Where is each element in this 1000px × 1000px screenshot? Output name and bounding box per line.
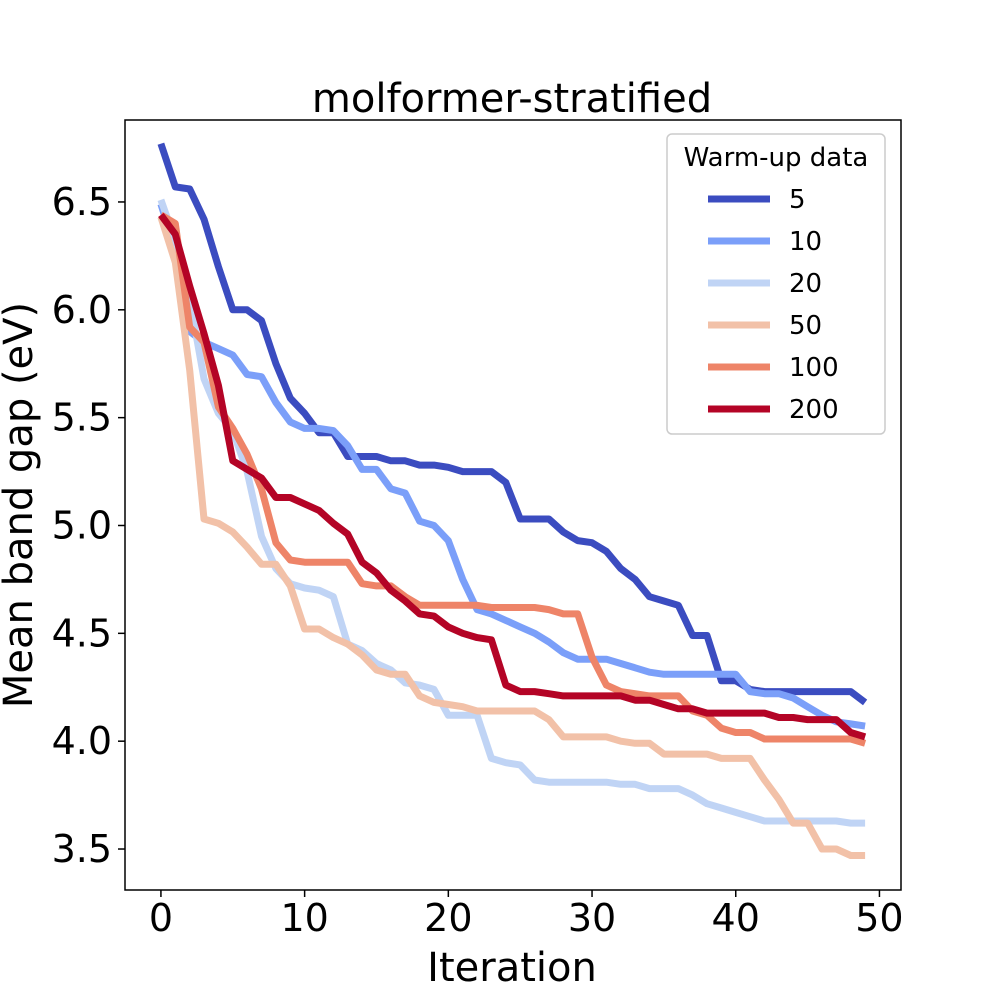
legend-label-10: 10 <box>789 227 822 257</box>
y-tick-label: 6.0 <box>52 288 112 332</box>
x-tick-label: 40 <box>712 896 760 940</box>
legend-label-20: 20 <box>789 269 822 299</box>
legend-label-100: 100 <box>789 353 839 383</box>
y-tick-label: 6.5 <box>52 180 112 224</box>
plot-area <box>124 119 902 891</box>
x-tick-label: 50 <box>855 896 903 940</box>
x-axis-ticks: 0 10 20 30 40 50 <box>149 890 904 940</box>
legend-frame <box>666 133 886 435</box>
plot-frame <box>124 119 902 891</box>
x-tick-label: 20 <box>424 896 472 940</box>
legend-label-5: 5 <box>789 185 806 215</box>
y-tick-label: 4.0 <box>52 719 112 763</box>
y-tick-label: 3.5 <box>52 827 112 871</box>
x-tick-label: 0 <box>149 896 173 940</box>
legend-label-200: 200 <box>789 395 839 425</box>
series-line-200 <box>158 212 867 741</box>
legend-title: Warm-up data <box>684 143 869 173</box>
legend-label-50: 50 <box>789 311 822 341</box>
series-line-100 <box>159 211 867 747</box>
y-tick-label: 5.5 <box>52 396 112 440</box>
series-layer <box>157 142 868 859</box>
legend: Warm-up data 5 10 20 50 100 200 <box>666 133 886 435</box>
y-tick-label: 5.0 <box>52 503 112 547</box>
chart-title: molformer-stratified <box>312 76 712 122</box>
y-axis-ticks: 3.5 4.0 4.5 5.0 5.5 6.0 6.5 <box>52 180 125 871</box>
y-tick-label: 4.5 <box>52 611 112 655</box>
x-tick-label: 10 <box>280 896 328 940</box>
x-tick-label: 30 <box>568 896 616 940</box>
series-line-50 <box>157 216 866 859</box>
x-axis-label: Iteration <box>427 945 597 991</box>
legend-items: 5 10 20 50 100 200 <box>708 185 839 425</box>
series-line-10 <box>157 203 866 730</box>
y-axis-label: Mean band gap (eV) <box>0 302 42 708</box>
